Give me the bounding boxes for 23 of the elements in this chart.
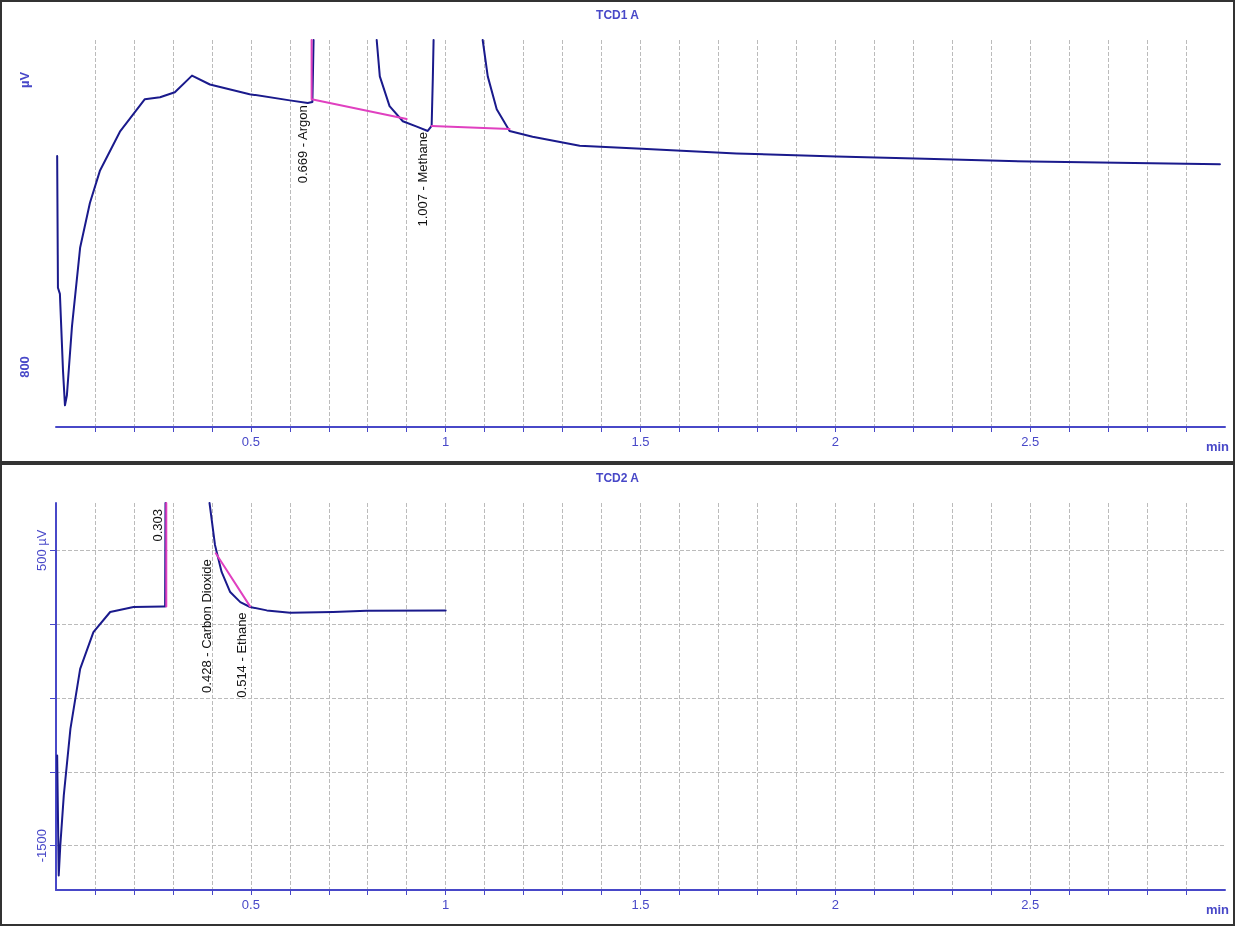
x-tick-label: 1 — [442, 897, 450, 912]
x-tick-label: 2.5 — [1021, 897, 1040, 912]
annotation: 0.428 - Carbon Dioxide — [199, 559, 215, 693]
x-tick-label: 2.5 — [1021, 434, 1040, 449]
annotation: 0.514 - Ethane — [233, 612, 249, 698]
x-tick-label: 1 — [442, 434, 450, 449]
x-tick-label: 1.5 — [631, 434, 650, 449]
y-axis-title: µV — [16, 71, 32, 89]
annotation: 1.007 - Methane — [415, 131, 431, 227]
y-tick-label: -1500 — [34, 829, 49, 863]
annotation: 0.303 — [149, 509, 165, 542]
x-tick-label: 2 — [831, 897, 839, 912]
text: 800 — [16, 356, 32, 378]
x-tick-label: 1.5 — [631, 897, 650, 912]
chart-title: TCD2 A — [596, 471, 640, 485]
annotation: 0.669 - Argon — [295, 105, 311, 184]
chart-title: TCD1 A — [596, 8, 640, 22]
y-tick-label: 500 µV — [34, 529, 49, 571]
x-axis-title: min — [1205, 439, 1230, 454]
x-tick-label: 2 — [831, 434, 839, 449]
x-axis-title: min — [1205, 902, 1230, 917]
x-tick-label: 0.5 — [241, 434, 260, 449]
x-tick-label: 0.5 — [241, 897, 260, 912]
